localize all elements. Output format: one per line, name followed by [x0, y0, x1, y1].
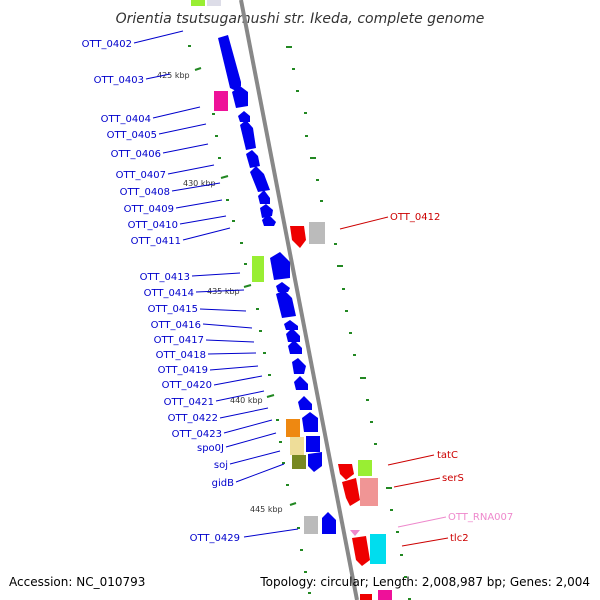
gene-feature[interactable] [270, 252, 290, 280]
minor-ticks-right [286, 46, 411, 600]
gene-label[interactable]: OTT_0407 [116, 170, 166, 181]
gene-feature[interactable] [302, 412, 318, 432]
gene-label[interactable]: OTT_0404 [101, 114, 151, 125]
gene-label[interactable]: tlc2 [450, 533, 469, 544]
accession-text: Accession: NC_010793 [9, 575, 145, 589]
left-gene-labels: OTT_0402 OTT_0403 OTT_0404 OTT_0405 OTT_… [82, 39, 240, 544]
gene-feature[interactable] [276, 282, 290, 292]
gene-feature[interactable] [284, 320, 298, 330]
tick-mark [289, 502, 297, 506]
gene-feature[interactable] [378, 590, 392, 600]
left-strand-features [191, 0, 336, 534]
gene-label[interactable]: OTT_0417 [154, 335, 204, 346]
gene-label[interactable]: spo0J [197, 443, 224, 454]
gene-feature[interactable] [290, 437, 304, 455]
gene-label[interactable]: OTT_0415 [148, 304, 198, 315]
gene-feature[interactable] [286, 419, 300, 437]
gene-feature[interactable] [358, 460, 372, 476]
tick-mark [220, 175, 229, 179]
gene-feature[interactable] [308, 452, 322, 472]
gene-label[interactable]: OTT_0411 [131, 236, 181, 247]
gene-feature[interactable] [191, 0, 205, 6]
gene-label[interactable]: OTT_0414 [144, 288, 194, 299]
right-gene-labels: OTT_0412 tatC serS OTT_RNA007 tlc2 [390, 212, 513, 544]
gene-label[interactable]: tatC [437, 450, 458, 461]
gene-feature[interactable] [292, 455, 306, 469]
gene-feature[interactable] [260, 204, 273, 218]
gene-feature[interactable] [288, 340, 302, 354]
gene-feature[interactable] [350, 530, 360, 536]
gene-feature[interactable] [276, 290, 296, 318]
gene-label[interactable]: OTT_0403 [94, 75, 144, 86]
gene-label[interactable]: OTT_0429 [190, 533, 240, 544]
gene-feature[interactable] [290, 226, 306, 248]
topology-text: Topology: circular; Length: 2,008,987 bp… [259, 575, 590, 589]
gene-label[interactable]: OTT_0421 [164, 397, 214, 408]
right-leader-lines [339, 216, 449, 547]
gene-label[interactable]: OTT_0406 [111, 149, 161, 160]
gene-feature[interactable] [306, 436, 320, 452]
gene-feature[interactable] [292, 358, 306, 374]
gene-feature[interactable] [309, 222, 325, 244]
gene-feature[interactable] [232, 86, 248, 108]
gene-feature[interactable] [370, 534, 386, 564]
gene-feature[interactable] [262, 214, 276, 226]
tick-label: 440 kbp [230, 396, 263, 405]
gene-label[interactable]: OTT_0419 [158, 365, 208, 376]
tick-mark [194, 67, 202, 71]
gene-label[interactable]: OTT_0402 [82, 39, 132, 50]
tick-marks: 425 kbp 430 kbp 435 kbp 440 kbp 445 kbp [157, 67, 297, 514]
gene-feature[interactable] [298, 396, 312, 410]
gene-label[interactable]: OTT_0420 [162, 380, 212, 391]
gene-label[interactable]: OTT_RNA007 [448, 512, 513, 523]
tick-label: 430 kbp [183, 179, 216, 188]
gene-label[interactable]: OTT_0405 [107, 130, 157, 141]
gene-feature[interactable] [338, 464, 354, 480]
gene-label[interactable]: OTT_0412 [390, 212, 440, 223]
gene-feature[interactable] [360, 594, 372, 600]
map-title: Orientia tsutsugamushi str. Ikeda, compl… [116, 11, 485, 27]
tick-mark [243, 284, 252, 288]
gene-feature[interactable] [352, 536, 370, 566]
genome-backbone [239, 0, 359, 600]
minor-ticks-left [188, 45, 311, 594]
gene-feature[interactable] [218, 35, 241, 91]
gene-label[interactable]: OTT_0418 [156, 350, 206, 361]
gene-feature[interactable] [240, 120, 256, 150]
gene-feature[interactable] [214, 91, 228, 111]
gene-label[interactable]: OTT_0408 [120, 187, 170, 198]
gene-feature[interactable] [322, 512, 336, 534]
gene-label[interactable]: OTT_0409 [124, 204, 174, 215]
tick-label: 445 kbp [250, 505, 283, 514]
gene-feature[interactable] [250, 166, 270, 192]
gene-label[interactable]: OTT_0410 [128, 220, 178, 231]
gene-feature[interactable] [246, 150, 260, 168]
gene-feature[interactable] [304, 516, 318, 534]
gene-feature[interactable] [294, 376, 308, 390]
gene-label[interactable]: OTT_0423 [172, 429, 222, 440]
gene-label[interactable]: gidB [212, 478, 234, 489]
left-leader-lines [133, 30, 299, 538]
right-strand-features [290, 222, 392, 600]
gene-feature[interactable] [207, 0, 221, 6]
gene-label[interactable]: soj [214, 460, 228, 471]
gene-feature[interactable] [286, 328, 300, 342]
gene-feature[interactable] [342, 478, 360, 506]
tick-mark [266, 394, 275, 398]
gene-feature[interactable] [258, 190, 270, 204]
tick-label: 435 kbp [207, 287, 240, 296]
gene-feature[interactable] [360, 478, 378, 506]
gene-label[interactable]: OTT_0422 [168, 413, 218, 424]
gene-label[interactable]: OTT_0413 [140, 272, 190, 283]
tick-label: 425 kbp [157, 71, 190, 80]
gene-feature[interactable] [238, 111, 250, 122]
gene-label[interactable]: OTT_0416 [151, 320, 201, 331]
gene-feature[interactable] [252, 256, 264, 282]
gene-label[interactable]: serS [442, 473, 464, 484]
